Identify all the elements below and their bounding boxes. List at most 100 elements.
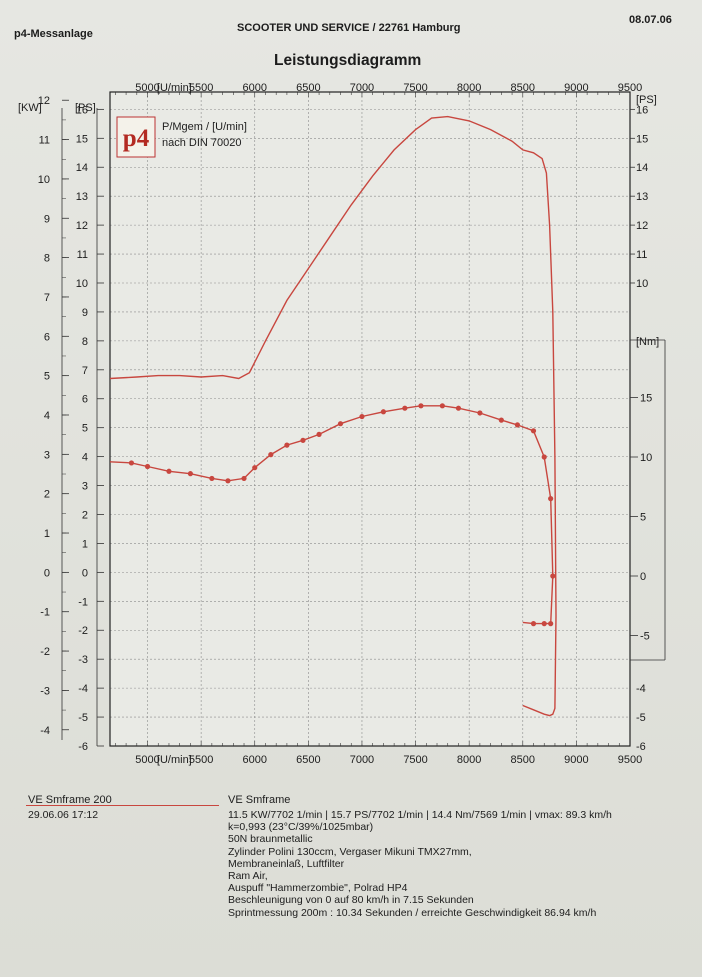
ps-tick-label-left: 16 <box>76 104 88 116</box>
kw-tick-label: 5 <box>44 371 50 383</box>
torque-point <box>548 496 554 502</box>
nm-tick-label: 5 <box>640 512 646 524</box>
logo-box <box>116 116 156 158</box>
ps-tick-label-left: -2 <box>78 625 88 637</box>
torque-point <box>252 465 258 471</box>
ps-tick-label-left: 10 <box>76 278 88 290</box>
spec-line: Membraneinlaß, Luftfilter <box>228 857 345 870</box>
torque-point <box>359 413 365 420</box>
kw-tick-label: 8 <box>44 253 50 265</box>
x-tick-bottom: 7000 <box>350 754 374 766</box>
torque-point <box>541 621 547 627</box>
header-date: 08.07.06 <box>629 14 672 26</box>
kw-tick-label: 3 <box>44 449 50 461</box>
plot-area <box>110 92 630 746</box>
ps-tick-label-right: 11 <box>636 249 647 261</box>
spec-line: 11.5 KW/7702 1/min | 15.7 PS/7702 1/min … <box>228 809 612 821</box>
ps-tick-label-right: 12 <box>636 220 648 232</box>
x-tick-bottom: 6500 <box>296 754 320 766</box>
kw-tick-label: -4 <box>40 725 50 737</box>
torque-point <box>455 405 462 411</box>
spec-line: Zylinder Polini 130ccm, Vergaser Mikuni … <box>228 845 472 858</box>
legend-line1: P/Mgem / [U/min] <box>162 121 247 133</box>
ps-tick-label-left: 11 <box>77 249 88 261</box>
ps-tick-label-right: 13 <box>636 191 648 203</box>
nm-tick-label: 15 <box>640 393 652 405</box>
ps-tick-label-left: 13 <box>76 191 88 203</box>
torque-point <box>225 478 231 484</box>
x-tick-top: 8500 <box>511 82 535 94</box>
x-tick-bottom: 5500 <box>189 754 213 766</box>
torque-point <box>337 421 344 427</box>
x-tick-top: 9000 <box>564 82 588 94</box>
footer-rule <box>26 805 219 806</box>
torque-point <box>530 428 537 434</box>
ps-tick-label-left: -5 <box>78 712 88 724</box>
torque-point <box>209 475 215 482</box>
torque-point <box>541 454 547 460</box>
torque-point <box>402 405 408 411</box>
torque-point <box>166 468 172 474</box>
kw-tick-label: 4 <box>44 410 50 422</box>
ps-tick-label-left: -4 <box>78 683 88 695</box>
kw-tick-label: 1 <box>44 528 50 540</box>
ps-tick-label-right-neg: -5 <box>636 712 646 724</box>
plot-frame <box>109 91 631 747</box>
torque-point <box>439 403 445 409</box>
ps-tick-label-left: 8 <box>82 336 88 348</box>
ps-tick-label-left: 9 <box>82 307 88 319</box>
spec-line: Ram Air, <box>228 870 268 882</box>
kw-tick-label: 12 <box>38 95 50 107</box>
kw-tick-label: 0 <box>44 567 50 579</box>
ps-tick-label-left: 4 <box>82 452 88 464</box>
ps-tick-label-left: 1 <box>82 538 88 550</box>
x-tick-top: 9500 <box>618 82 642 94</box>
ps-tick-label-left: -1 <box>78 596 88 608</box>
torque-point <box>284 442 290 448</box>
ps-axis-label-left: [PS] <box>75 102 96 114</box>
torque-point <box>300 437 306 443</box>
x-tick-top: 7500 <box>403 82 427 94</box>
torque-point <box>241 475 247 482</box>
chart-title: Leistungsdiagramm <box>274 52 422 69</box>
ps-tick-label-right-neg: -4 <box>636 683 646 695</box>
ps-axis-label-right: [PS] <box>636 94 657 106</box>
header-center: SCOOTER UND SERVICE / 22761 Hamburg <box>237 22 461 34</box>
torque-point <box>477 410 483 416</box>
header-left: p4-Messanlage <box>14 28 93 40</box>
torque-point <box>316 431 322 437</box>
torque-point <box>514 422 521 428</box>
torque-point <box>380 409 387 415</box>
x-tick-bottom: 9000 <box>564 754 588 766</box>
kw-tick-label: 2 <box>44 489 50 501</box>
nm-axis-label: [Nm] <box>636 336 659 348</box>
ps-tick-label-left: 5 <box>82 423 88 435</box>
torque-point <box>187 471 194 477</box>
torque-point <box>418 403 424 409</box>
power-curve <box>109 115 557 717</box>
nm-tick-label: 0 <box>640 571 646 583</box>
kw-tick-label: -3 <box>40 685 50 697</box>
ps-tick-label-left: 15 <box>76 133 88 145</box>
x-tick-bottom: 6000 <box>243 754 267 766</box>
x-tick-bottom: 8000 <box>457 754 481 766</box>
kw-tick-label: -1 <box>40 607 50 619</box>
ps-tick-label-left: 6 <box>82 394 88 406</box>
spec-line: 50N braunmetallic <box>228 833 313 846</box>
ps-tick-label-right: 14 <box>636 162 648 174</box>
ps-tick-label-left: 3 <box>82 481 88 493</box>
ps-tick-label-right: 16 <box>636 104 648 116</box>
x-tick-bottom: 9500 <box>618 754 642 766</box>
power-torque-chart: 5000500055005500600060006500650070007000… <box>18 82 666 766</box>
kw-axis-label: [KW] <box>18 102 42 114</box>
kw-tick-label: 9 <box>44 213 50 225</box>
torque-point <box>550 573 556 579</box>
run-date: 29.06.06 17:12 <box>28 809 99 821</box>
x-tick-bottom: 8500 <box>511 754 535 766</box>
x-tick-top: 6000 <box>243 82 267 94</box>
spec-line: Auspuff "Hammerzombie", Polrad HP4 <box>228 882 408 895</box>
ps-tick-label-left: -6 <box>78 741 88 753</box>
kw-tick-label: 7 <box>44 292 50 304</box>
x-tick-top: 6500 <box>296 82 320 94</box>
